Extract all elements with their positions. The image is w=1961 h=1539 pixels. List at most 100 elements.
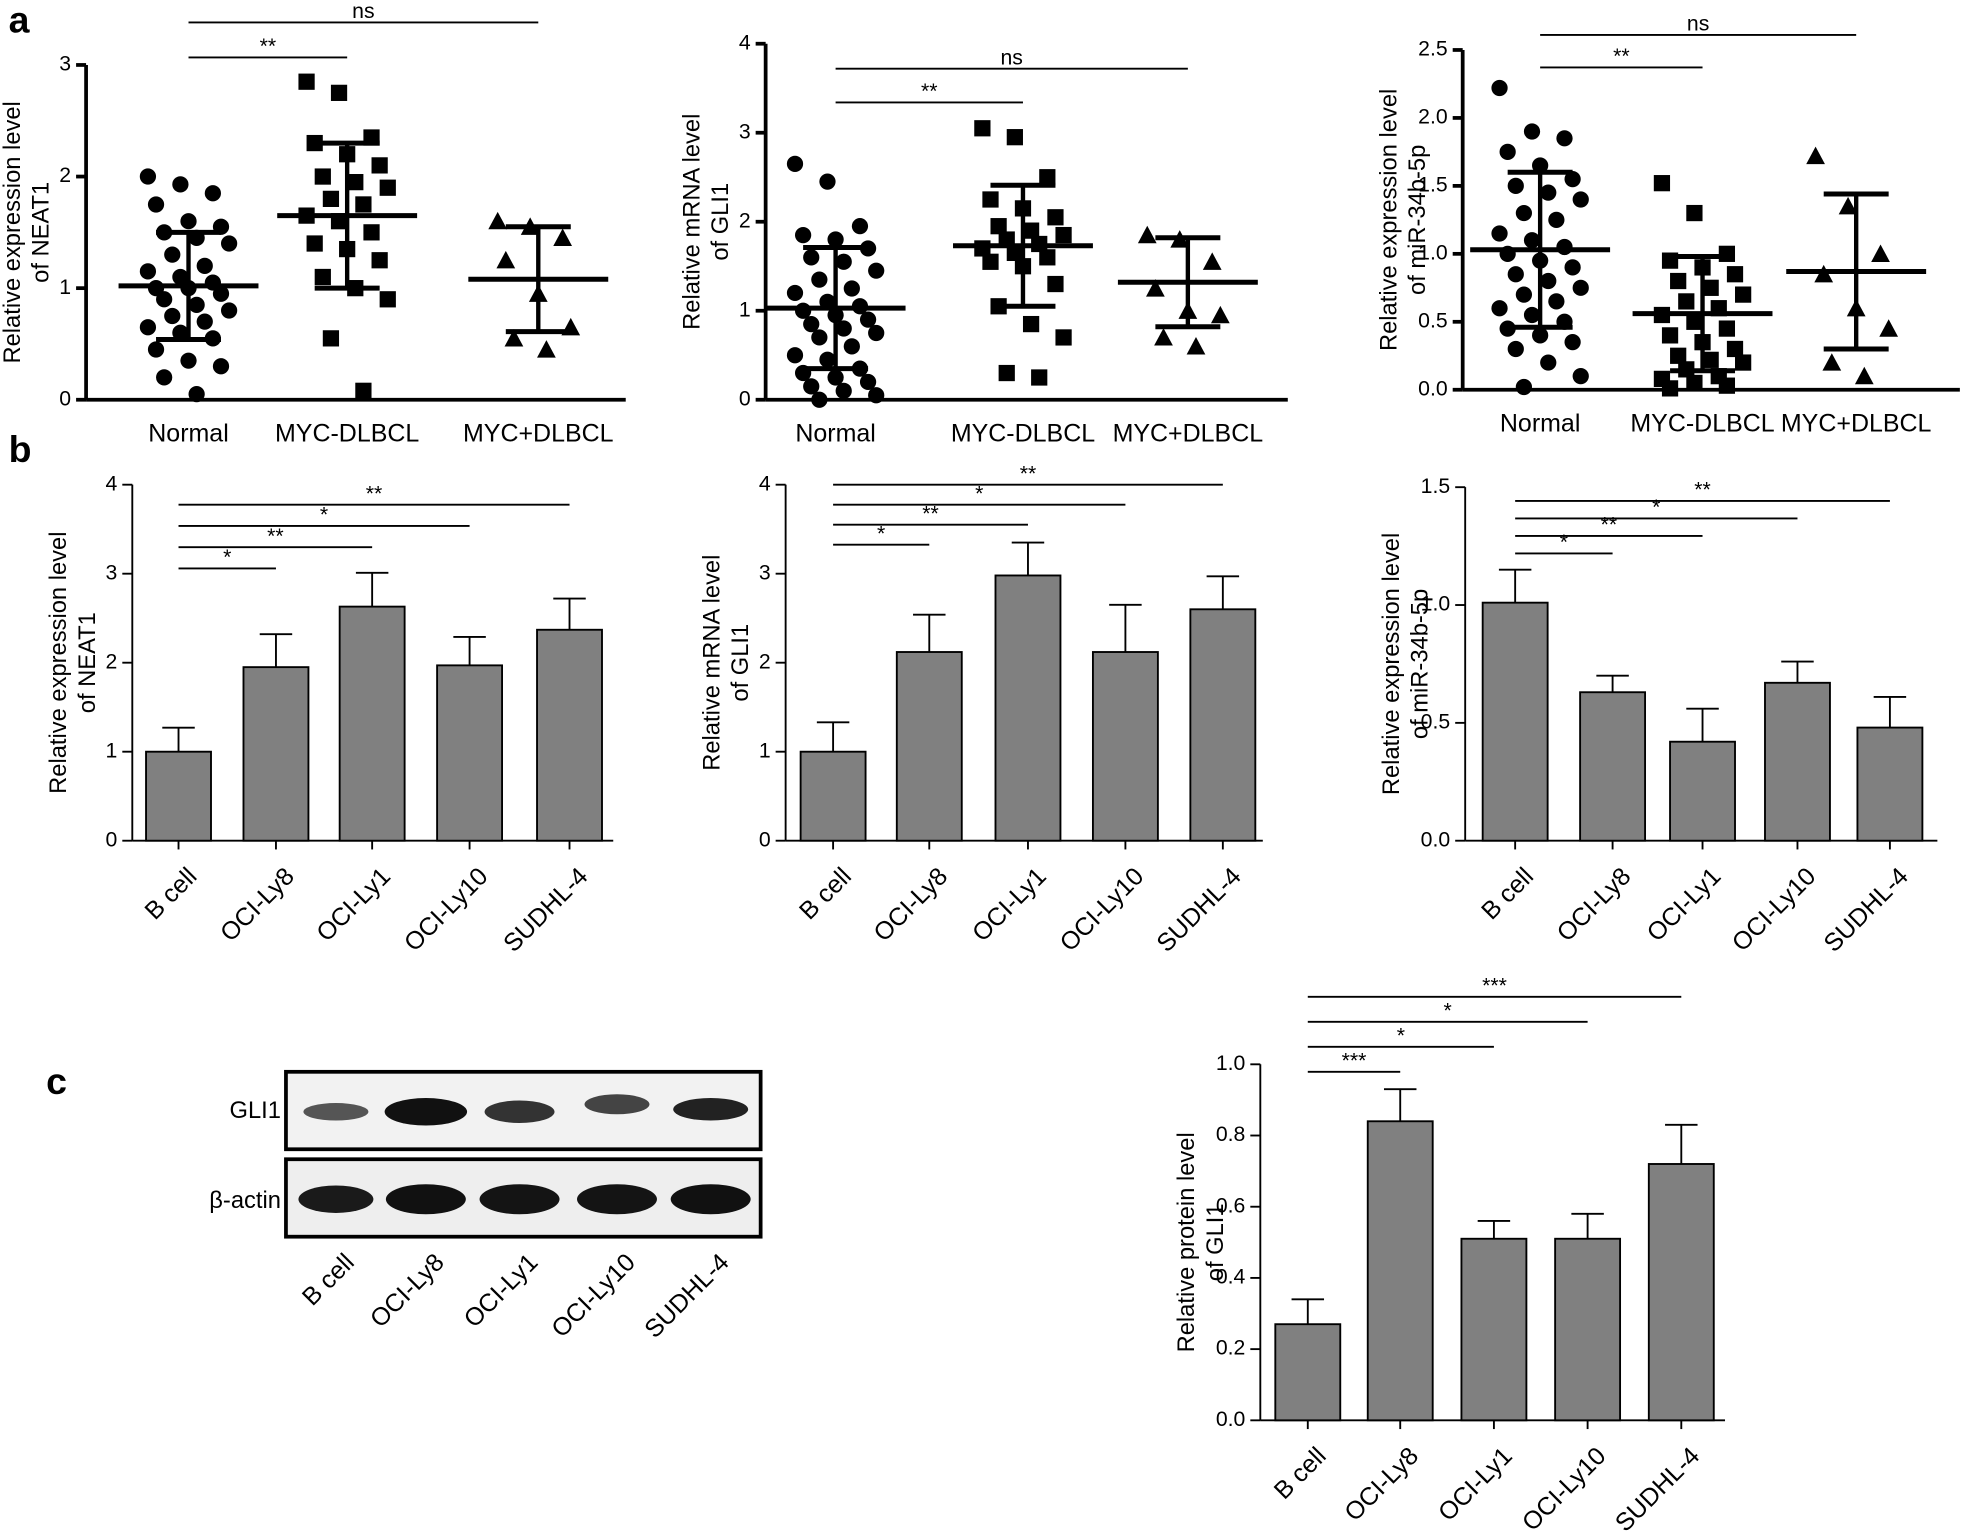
y-tick-label: 3	[59, 53, 71, 76]
y-tick-label: 1	[759, 739, 771, 762]
x-tick-label: OCI-Ly1	[967, 862, 1052, 947]
y-axis-label: Relative mRNA level	[679, 114, 705, 330]
data-point	[1491, 79, 1508, 97]
data-point	[371, 252, 388, 269]
y-axis-label: Relative expression level	[46, 532, 72, 794]
data-point	[1572, 368, 1589, 385]
significance-label: *	[1652, 496, 1660, 519]
x-tick-label: OCI-Ly8	[868, 862, 953, 947]
data-point	[298, 73, 315, 90]
data-point	[786, 284, 804, 302]
data-point	[1491, 225, 1508, 242]
data-point	[1822, 353, 1842, 371]
data-point	[835, 382, 852, 399]
bar	[1579, 691, 1647, 842]
x-tick-label: OCI-Ly8	[215, 862, 300, 947]
data-point	[220, 235, 238, 252]
data-point	[1806, 146, 1825, 165]
bar	[145, 750, 212, 842]
data-point	[803, 378, 820, 395]
x-tick-label: OCI-Ly10	[1727, 862, 1822, 957]
data-point	[1879, 319, 1899, 337]
data-point	[537, 340, 556, 358]
blot-band	[584, 1094, 650, 1115]
significance-label: *	[877, 522, 885, 545]
x-tick-label: B cell	[139, 862, 202, 925]
y-tick-label: 3	[759, 561, 771, 584]
y-axis-label: Relative expression level	[1376, 89, 1402, 351]
y-tick-label: 0.5	[1418, 309, 1448, 332]
data-point	[1055, 329, 1072, 346]
data-point	[212, 358, 230, 375]
data-point	[811, 271, 828, 288]
data-point	[843, 280, 860, 297]
data-point	[1854, 366, 1874, 385]
significance-label: *	[975, 482, 983, 505]
data-point	[1548, 293, 1565, 310]
y-tick-label: 4	[739, 31, 751, 54]
data-point	[1653, 175, 1671, 192]
data-point	[139, 168, 157, 185]
x-tick-label: SUDHL-4	[1610, 1442, 1705, 1537]
bar	[1189, 608, 1257, 842]
chart: 0.0 0.5 1.0 1.5 2.0 2.5 Relative expression le…	[1376, 13, 1960, 437]
y-axis-label: of GLI1	[1203, 1203, 1229, 1281]
bar	[1554, 1237, 1622, 1422]
y-tick-label: 2	[759, 650, 771, 673]
bar	[1647, 1163, 1715, 1422]
data-point	[1726, 266, 1744, 283]
data-point	[1006, 129, 1023, 146]
western-blot: GLI1 β-actin	[209, 1069, 763, 1239]
y-tick-label: 0.6	[1216, 1194, 1246, 1217]
data-point	[196, 257, 213, 274]
chart: 0 1 2 3 Relative expression level of NEAT1 Nor…	[0, 0, 626, 447]
significance-label: *	[1560, 531, 1568, 554]
data-point	[322, 190, 340, 207]
data-point	[379, 179, 396, 196]
data-point	[139, 319, 157, 336]
y-axis-label: of NEAT1	[75, 612, 101, 713]
data-point	[1702, 351, 1719, 368]
data-point	[1670, 272, 1687, 290]
data-point	[811, 329, 828, 346]
data-point	[1523, 232, 1541, 249]
data-point	[172, 324, 189, 341]
data-point	[1556, 238, 1573, 256]
significance-label: **	[921, 80, 938, 103]
x-tick-label: MYC-DLBCL	[275, 419, 419, 447]
chart: 0.0 0.5 1.0 1.5 Relative expression level of …	[1379, 475, 1938, 958]
data-point	[204, 185, 221, 202]
data-point	[188, 296, 205, 314]
data-point	[196, 313, 213, 330]
x-tick-label: MYC-DLBCL	[951, 419, 1095, 447]
blot-lane-label: SUDHL-4	[639, 1248, 734, 1343]
y-tick-label: 0.0	[1216, 1408, 1246, 1431]
data-point	[1507, 340, 1524, 358]
data-point	[330, 84, 348, 101]
significance-label: *	[223, 546, 231, 569]
significance-label: **	[1601, 514, 1618, 537]
data-point	[172, 268, 189, 286]
data-point	[1146, 279, 1165, 297]
data-point	[819, 173, 836, 190]
data-point	[1718, 245, 1736, 262]
significance-label: ns	[352, 0, 374, 23]
y-axis-label: Relative expression level	[1379, 533, 1405, 795]
data-point	[488, 211, 508, 230]
y-axis-label: of GLI1	[708, 183, 734, 261]
x-tick-label: OCI-Ly10	[1517, 1442, 1612, 1537]
y-tick-label: 2	[59, 164, 71, 187]
data-point	[803, 315, 820, 333]
x-tick-label: SUDHL-4	[1151, 862, 1246, 957]
data-point	[1838, 196, 1858, 215]
y-tick-label: 2.5	[1418, 38, 1448, 61]
y-tick-label: 2.0	[1418, 106, 1448, 129]
x-tick-label: OCI-Ly10	[399, 862, 494, 957]
data-point	[147, 341, 165, 358]
bar	[338, 605, 406, 842]
data-point	[868, 387, 885, 404]
bar	[799, 750, 867, 842]
data-point	[156, 291, 173, 308]
data-point	[1556, 130, 1573, 147]
x-tick-label: OCI-Ly8	[1552, 862, 1637, 947]
